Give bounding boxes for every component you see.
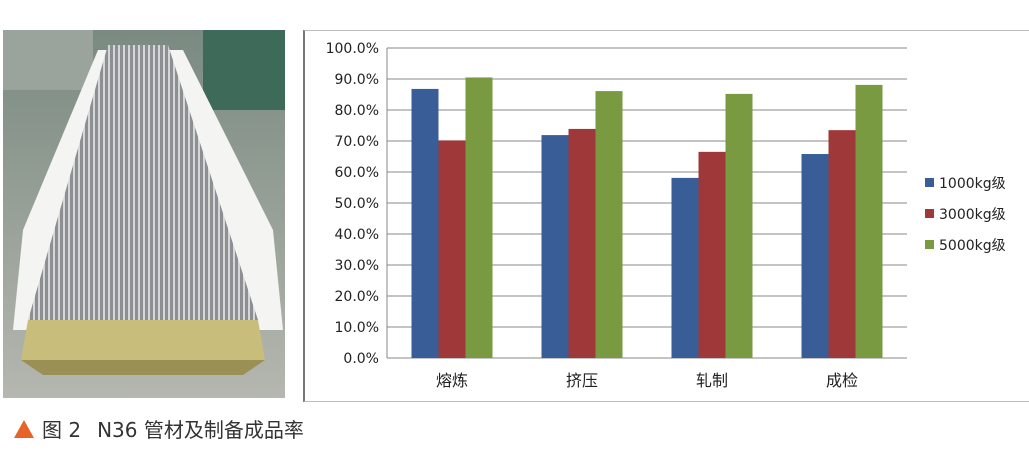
bar-2-1	[698, 151, 726, 358]
y-tick-label: 40.0%	[335, 227, 379, 243]
y-tick-label: 0.0%	[343, 351, 379, 367]
caption-text: N36 管材及制备成品率	[97, 418, 304, 442]
figure-caption: 图 2 N36 管材及制备成品率	[14, 414, 304, 443]
y-tick-label: 60.0%	[335, 165, 379, 181]
bar-1-2	[595, 91, 623, 358]
legend-label: 1000kg级	[939, 176, 1006, 192]
y-tick-label: 10.0%	[335, 320, 379, 336]
y-tick-label: 50.0%	[335, 196, 379, 212]
bar-3-1	[828, 130, 856, 358]
y-tick-label: 70.0%	[335, 134, 379, 150]
bar-0-1	[438, 140, 466, 358]
bar-3-2	[855, 84, 883, 358]
bar-0-2	[465, 77, 493, 358]
triangle-marker-icon	[14, 419, 34, 438]
bar-3-0	[801, 154, 829, 358]
bar-1-0	[541, 135, 569, 358]
x-tick-label: 轧制	[696, 371, 728, 390]
bar-chart: 0.0% 10.0% 20.0% 30.0% 40.0% 50.0% 60.0% 70.0% 8…	[326, 41, 1006, 390]
tube-bundle-photo	[3, 30, 285, 398]
legend-swatch	[925, 178, 934, 187]
caption-label: 图 2	[42, 418, 82, 442]
chart-frame	[303, 30, 1029, 402]
y-tick-label: 100.0%	[326, 41, 379, 57]
x-tick-label: 挤压	[566, 371, 598, 390]
y-tick-label: 30.0%	[335, 258, 379, 274]
y-tick-label: 90.0%	[335, 72, 379, 88]
x-tick-label: 熔炼	[436, 371, 468, 390]
y-tick-label: 80.0%	[335, 103, 379, 119]
legend-swatch	[925, 209, 934, 218]
legend-swatch	[925, 240, 934, 249]
legend-label: 5000kg级	[939, 238, 1006, 254]
legend-label: 3000kg级	[939, 207, 1006, 223]
bar-1-1	[568, 128, 596, 358]
x-tick-label: 成检	[826, 371, 858, 390]
y-tick-label: 20.0%	[335, 289, 379, 305]
bar-2-0	[671, 177, 699, 358]
bar-0-0	[411, 88, 439, 359]
bar-2-2	[725, 93, 753, 358]
